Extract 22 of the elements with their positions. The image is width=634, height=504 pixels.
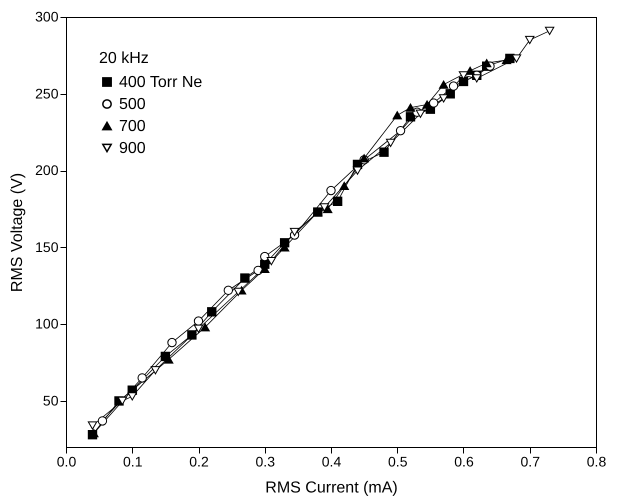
x-tick-label: 0.5 bbox=[388, 454, 408, 470]
x-axis-title: RMS Current (mA) bbox=[265, 480, 398, 496]
y-tick-label: 100 bbox=[35, 316, 59, 332]
legend-label: 500 bbox=[119, 96, 146, 113]
x-tick-label: 0.3 bbox=[256, 454, 276, 470]
x-tick-label: 0.7 bbox=[520, 454, 540, 470]
legend-label: 700 bbox=[119, 118, 146, 135]
x-tick-label: 0.6 bbox=[454, 454, 474, 470]
legend-title: 20 kHz bbox=[99, 50, 149, 67]
y-tick-label: 150 bbox=[35, 238, 59, 255]
y-tick-label: 50 bbox=[42, 392, 59, 408]
x-tick-label: 0.8 bbox=[586, 454, 606, 470]
y-tick-label: 250 bbox=[35, 85, 59, 102]
x-tick-label: 0.4 bbox=[322, 454, 342, 470]
legend-label: 900 bbox=[119, 140, 146, 157]
y-tick-label: 300 bbox=[35, 8, 59, 24]
x-tick-label: 0.2 bbox=[189, 454, 209, 470]
y-tick-label: 200 bbox=[35, 162, 59, 178]
y-axis-title: RMS Voltage (V) bbox=[9, 172, 26, 292]
x-tick-label: 0.1 bbox=[123, 454, 143, 470]
legend-label: 400 Torr Ne bbox=[119, 74, 202, 91]
x-tick-label: 0.0 bbox=[56, 454, 76, 470]
